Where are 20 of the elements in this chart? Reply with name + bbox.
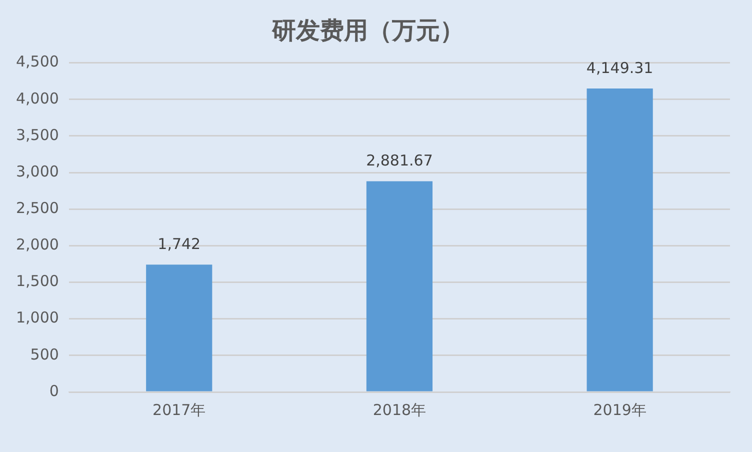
x-tick-label: 2019年 [593, 400, 646, 419]
bar [146, 264, 212, 392]
y-tick-label: 4,500 [16, 52, 59, 71]
data-label: 1,742 [158, 234, 201, 253]
x-tick-label: 2017年 [152, 400, 206, 419]
bar [366, 181, 433, 392]
y-tick-label: 1,500 [16, 272, 59, 290]
data-label: 2,881.67 [366, 152, 433, 170]
data-label: 4,149.31 [586, 58, 654, 77]
y-tick-label: 2,000 [16, 236, 59, 254]
y-tick-label: 4,000 [16, 89, 59, 108]
y-tick-label: 0 [49, 382, 59, 400]
y-tick-label: 2,500 [16, 199, 59, 217]
chart-title: 研发费用（万元） [271, 16, 464, 45]
bar [586, 88, 653, 392]
y-tick-label: 1,000 [16, 308, 59, 327]
y-tick-label: 500 [30, 345, 59, 364]
x-tick-label: 2018年 [372, 400, 426, 419]
y-tick-label: 3,000 [16, 162, 59, 180]
y-tick-label: 3,500 [16, 126, 59, 144]
